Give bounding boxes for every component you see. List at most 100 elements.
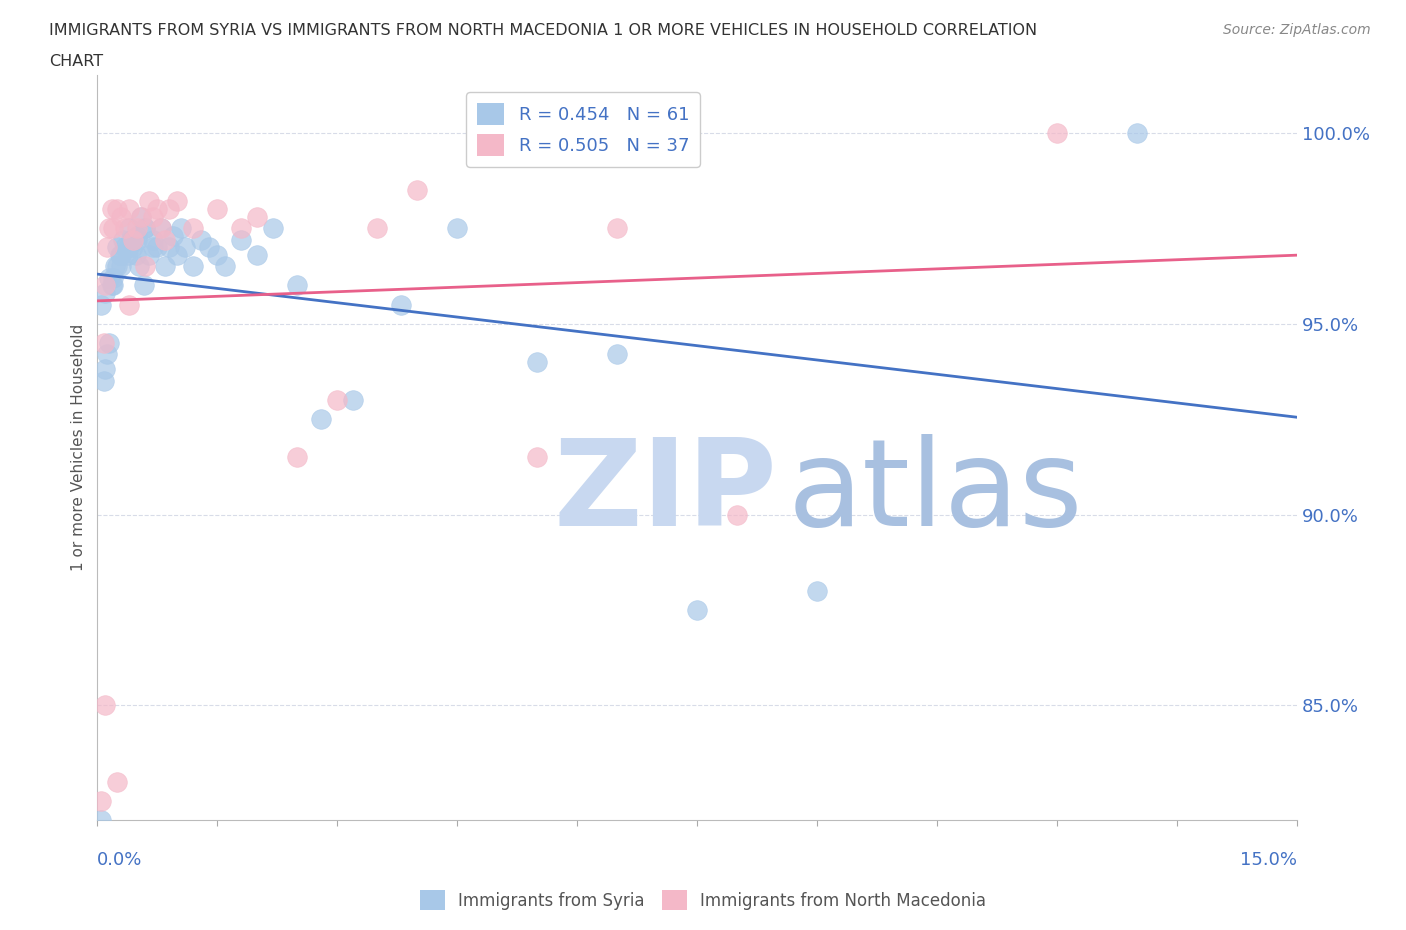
Point — [406, 182, 429, 197]
Point — [207, 247, 229, 262]
Point — [96, 240, 118, 255]
Y-axis label: 1 or more Vehicles in Household: 1 or more Vehicles in Household — [72, 324, 86, 571]
Point — [105, 775, 128, 790]
Point — [806, 583, 828, 598]
Point — [526, 450, 548, 465]
Point — [127, 232, 149, 247]
Point — [170, 220, 193, 235]
Point — [262, 220, 284, 235]
Point — [105, 202, 128, 217]
Point — [118, 297, 141, 312]
Point — [142, 209, 165, 224]
Point — [90, 297, 112, 312]
Text: CHART: CHART — [49, 54, 103, 69]
Point — [150, 220, 173, 235]
Point — [93, 335, 115, 350]
Point — [142, 232, 165, 247]
Point — [98, 220, 121, 235]
Point — [127, 220, 149, 235]
Point — [686, 603, 709, 618]
Point — [90, 793, 112, 808]
Point — [131, 209, 153, 224]
Point — [190, 232, 212, 247]
Point — [526, 354, 548, 369]
Point — [155, 259, 177, 273]
Point — [1046, 126, 1069, 140]
Point — [285, 278, 308, 293]
Point — [114, 220, 136, 235]
Point — [446, 220, 468, 235]
Point — [98, 271, 121, 286]
Point — [110, 247, 132, 262]
Point — [132, 278, 155, 293]
Point — [166, 194, 188, 209]
Point — [198, 240, 221, 255]
Point — [104, 259, 127, 273]
Point — [127, 229, 149, 244]
Point — [105, 240, 128, 255]
Point — [246, 209, 269, 224]
Point — [98, 335, 121, 350]
Point — [110, 259, 132, 273]
Point — [117, 247, 139, 262]
Point — [105, 259, 128, 273]
Point — [231, 220, 253, 235]
Point — [118, 220, 141, 235]
Point — [606, 347, 628, 362]
Point — [150, 220, 173, 235]
Text: 0.0%: 0.0% — [97, 851, 143, 869]
Point — [162, 229, 184, 244]
Point — [108, 247, 131, 262]
Point — [166, 247, 188, 262]
Point — [131, 209, 153, 224]
Text: 15.0%: 15.0% — [1240, 851, 1298, 869]
Point — [146, 240, 169, 255]
Point — [111, 232, 134, 247]
Legend: Immigrants from Syria, Immigrants from North Macedonia: Immigrants from Syria, Immigrants from N… — [413, 884, 993, 917]
Point — [389, 297, 412, 312]
Point — [134, 220, 156, 235]
Point — [118, 240, 141, 255]
Text: atlas: atlas — [787, 434, 1083, 551]
Text: ZIP: ZIP — [553, 434, 778, 551]
Point — [606, 220, 628, 235]
Point — [725, 507, 748, 522]
Point — [128, 259, 150, 273]
Point — [96, 347, 118, 362]
Point — [326, 392, 349, 407]
Point — [138, 194, 160, 209]
Point — [1126, 126, 1149, 140]
Point — [155, 232, 177, 247]
Point — [214, 259, 236, 273]
Text: Source: ZipAtlas.com: Source: ZipAtlas.com — [1223, 23, 1371, 37]
Point — [134, 220, 156, 235]
Legend: R = 0.454   N = 61, R = 0.505   N = 37: R = 0.454 N = 61, R = 0.505 N = 37 — [467, 92, 700, 166]
Point — [183, 259, 205, 273]
Point — [342, 392, 364, 407]
Point — [100, 278, 122, 293]
Point — [118, 202, 141, 217]
Point — [134, 259, 156, 273]
Point — [94, 362, 117, 377]
Point — [103, 278, 125, 293]
Point — [94, 698, 117, 713]
Point — [100, 202, 122, 217]
Point — [120, 232, 142, 247]
Point — [146, 202, 169, 217]
Point — [142, 240, 165, 255]
Point — [246, 247, 269, 262]
Point — [94, 278, 117, 293]
Point — [103, 271, 125, 286]
Point — [183, 220, 205, 235]
Point — [174, 240, 197, 255]
Point — [285, 450, 308, 465]
Point — [138, 247, 160, 262]
Text: IMMIGRANTS FROM SYRIA VS IMMIGRANTS FROM NORTH MACEDONIA 1 OR MORE VEHICLES IN H: IMMIGRANTS FROM SYRIA VS IMMIGRANTS FROM… — [49, 23, 1038, 38]
Point — [103, 220, 125, 235]
Point — [122, 240, 145, 255]
Point — [110, 209, 132, 224]
Point — [231, 232, 253, 247]
Point — [93, 374, 115, 389]
Point — [125, 247, 148, 262]
Point — [94, 286, 117, 300]
